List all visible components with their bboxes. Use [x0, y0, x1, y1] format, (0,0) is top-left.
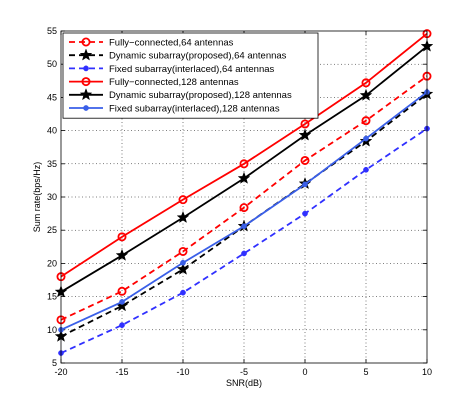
- series-1: [56, 71, 432, 325]
- plot-frame: [60, 30, 428, 364]
- data-point: [119, 322, 125, 329]
- legend-label: Dynamic subarray(proposed),128 antennas: [109, 90, 292, 101]
- x-tick-label: 0: [302, 367, 307, 377]
- data-point: [300, 155, 310, 165]
- series-3: [58, 125, 430, 356]
- legend-item: Fully−connected,128 antennas: [69, 77, 239, 88]
- legend-item: Dynamic subarray(proposed),128 antennas: [69, 88, 292, 101]
- data-series: [54, 29, 434, 356]
- data-point: [302, 181, 308, 188]
- x-tick-label: -15: [115, 367, 128, 377]
- data-point: [298, 128, 312, 141]
- y-tick-label: 55: [47, 26, 57, 36]
- data-point: [361, 78, 371, 88]
- y-tick-label: 45: [47, 92, 57, 102]
- data-point: [115, 248, 129, 261]
- data-point: [363, 135, 369, 142]
- y-tick-label: 5: [52, 358, 57, 368]
- data-point: [176, 262, 190, 275]
- data-point: [300, 119, 310, 129]
- data-point: [361, 116, 371, 126]
- y-tick-label: 15: [47, 292, 57, 302]
- legend-item: Dynamic subarray(proposed),64 antennas: [69, 48, 287, 62]
- data-point: [241, 250, 247, 257]
- data-point: [239, 203, 249, 213]
- data-point: [176, 210, 190, 224]
- x-axis-label: SNR(dB): [226, 378, 262, 388]
- data-point: [119, 299, 125, 305]
- legend-label: Fixed subarray(interlaced),64 antennas: [109, 64, 275, 75]
- y-tick-label: 30: [47, 192, 57, 202]
- x-tick-label: 5: [363, 367, 368, 377]
- data-point: [241, 223, 247, 230]
- data-point: [239, 159, 249, 169]
- legend-marker: [83, 65, 89, 72]
- y-axis-label: Sum rate(bps/Hz): [32, 162, 42, 233]
- x-tick-label: 10: [422, 367, 432, 377]
- legend-label: Dynamic subarray(proposed),64 antennas: [109, 51, 287, 62]
- data-point: [178, 246, 188, 256]
- legend-label: Fully−connected,64 antennas: [109, 37, 234, 48]
- legend-item: Fixed subarray(interlaced),64 antennas: [69, 64, 275, 75]
- legend-marker: [81, 77, 91, 87]
- legend-marker: [81, 37, 91, 47]
- y-tick-label: 25: [47, 225, 57, 235]
- y-tick-label: 20: [47, 258, 57, 268]
- data-point: [117, 232, 127, 242]
- legend-label: Fully−connected,128 antennas: [109, 77, 239, 88]
- x-tick-label: -10: [176, 367, 189, 377]
- series-6: [58, 89, 430, 333]
- x-tick-label: -20: [54, 367, 67, 377]
- legend-box: [62, 32, 319, 119]
- series-line: [60, 75, 428, 321]
- legend: Fully−connected,64 antennas Dynamic subar…: [62, 32, 319, 119]
- data-point: [359, 88, 373, 101]
- x-tick-label: -5: [240, 367, 248, 377]
- legend-marker: [79, 88, 93, 101]
- legend-label: Fixed subarray(interlaced),128 antennas: [109, 103, 280, 114]
- data-point: [302, 210, 308, 217]
- y-tick-label: 40: [47, 126, 57, 136]
- data-point: [178, 195, 188, 205]
- y-tick-label: 10: [47, 325, 57, 335]
- data-point: [180, 289, 186, 296]
- y-tick-label: 35: [47, 159, 57, 169]
- series-line: [60, 32, 428, 278]
- data-point: [117, 286, 127, 296]
- data-point: [180, 259, 186, 266]
- legend-item: Fully−connected,64 antennas: [69, 37, 234, 48]
- legend-item: Fixed subarray(interlaced),128 antennas: [69, 103, 280, 114]
- legend-marker: [79, 48, 93, 61]
- y-tick-label: 50: [47, 59, 57, 69]
- data-point: [237, 171, 251, 184]
- legend-marker: [83, 105, 89, 111]
- data-point: [363, 166, 369, 173]
